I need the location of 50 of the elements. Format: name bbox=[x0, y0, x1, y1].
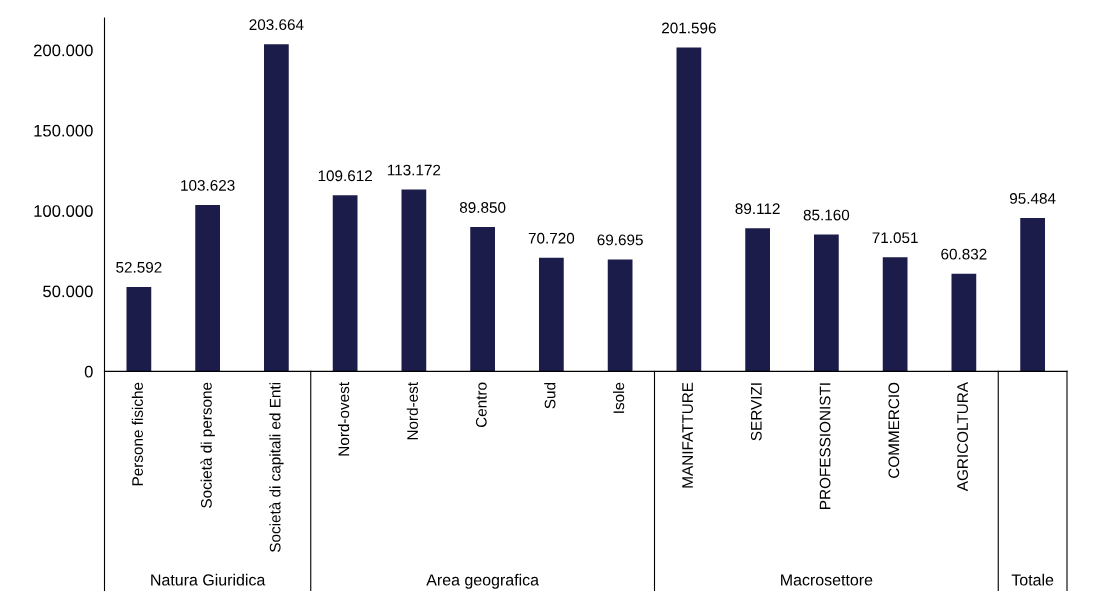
data-label: 69.695 bbox=[597, 234, 643, 246]
data-label: 103.623 bbox=[181, 179, 235, 191]
x-tick-label: PROFESSIONISTI bbox=[819, 383, 831, 509]
y-tick-label: 200.000 bbox=[33, 44, 93, 57]
x-tick-label: Nord-ovest bbox=[338, 382, 350, 456]
data-label: 85.160 bbox=[803, 209, 850, 221]
y-tick-label: 0 bbox=[84, 365, 93, 378]
data-label: 95.484 bbox=[1009, 193, 1056, 204]
x-tick-label: Persone fisiche bbox=[131, 382, 143, 486]
data-label: 70.720 bbox=[528, 232, 575, 244]
bar bbox=[401, 189, 427, 372]
bar bbox=[539, 257, 564, 372]
data-label: 203.664 bbox=[249, 19, 304, 31]
text: Area geografica bbox=[426, 573, 540, 589]
bar bbox=[264, 44, 289, 372]
x-tick-label: Società di persone bbox=[200, 382, 215, 508]
x-tick-label: Isole bbox=[613, 382, 625, 413]
text: Totale bbox=[1011, 573, 1054, 586]
bar bbox=[332, 195, 358, 372]
bar bbox=[195, 204, 220, 372]
text: Macrosettore bbox=[781, 574, 873, 586]
y-tick-label: 100.000 bbox=[34, 205, 93, 217]
y-tick-label: 50.000 bbox=[43, 285, 93, 298]
data-label: 71.051 bbox=[872, 232, 918, 244]
bar bbox=[126, 286, 152, 372]
x-tick-label: Nord-est bbox=[406, 382, 418, 440]
data-label: 60.832 bbox=[941, 248, 987, 260]
x-tick-label: Sud bbox=[544, 382, 556, 409]
bar bbox=[951, 273, 977, 372]
data-label: 113.172 bbox=[387, 164, 441, 176]
x-tick-label: AGRICOLTURA bbox=[957, 382, 968, 492]
x-tick-label: MANIFATTURE bbox=[682, 382, 693, 488]
data-label: 109.612 bbox=[318, 170, 372, 182]
x-tick-label: COMMERCIO bbox=[888, 382, 900, 478]
data-label: 52.592 bbox=[116, 261, 162, 273]
bar bbox=[882, 257, 908, 372]
bar bbox=[1020, 217, 1045, 372]
y-tick-label: 150.000 bbox=[34, 124, 93, 137]
x-tick-label: Centro bbox=[475, 382, 487, 428]
bar bbox=[814, 234, 839, 372]
x-tick-label: Società di capitali ed Enti bbox=[269, 383, 284, 552]
bar bbox=[470, 227, 495, 372]
bar bbox=[676, 47, 702, 372]
x-tick-label: SERVIZI bbox=[750, 383, 762, 441]
data-label: 89.112 bbox=[735, 203, 780, 215]
bar bbox=[745, 228, 770, 372]
data-label: 201.596 bbox=[662, 22, 716, 34]
text: Natura Giuridica bbox=[151, 573, 266, 586]
bar bbox=[607, 259, 633, 372]
data-label: 89.850 bbox=[459, 202, 506, 213]
